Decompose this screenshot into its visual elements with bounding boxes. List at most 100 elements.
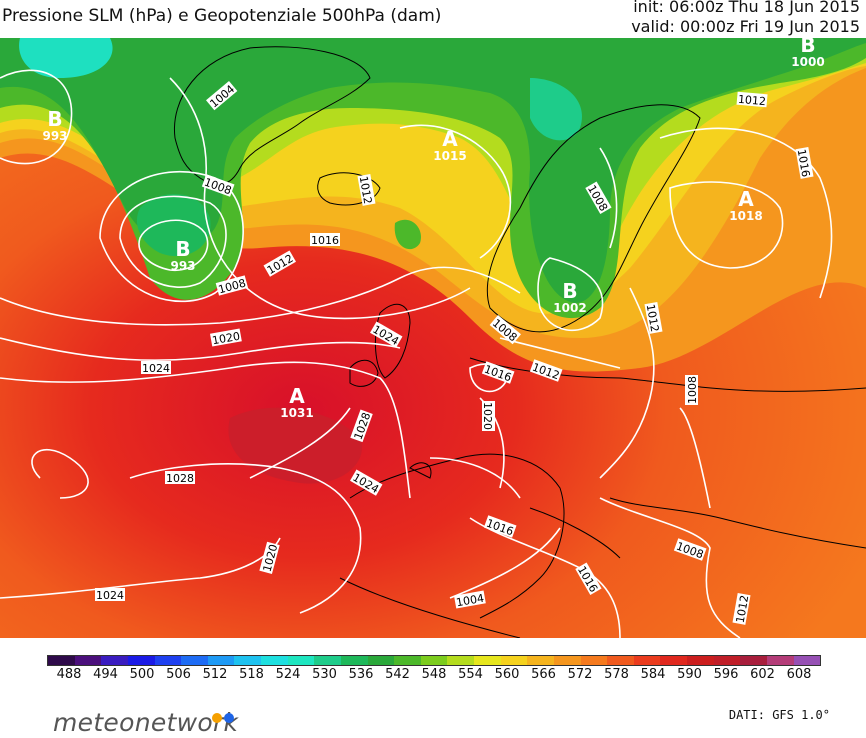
pressure-center-letter: B: [47, 107, 62, 131]
colorbar-tick-label: 494: [93, 667, 118, 682]
colorbar-tick-label: 548: [421, 667, 447, 682]
svg-text:1020: 1020: [481, 402, 494, 430]
colorbar-swatch: [367, 656, 395, 665]
colorbar-swatch: [261, 656, 288, 665]
isobar-label: 1020: [210, 328, 242, 348]
colorbar-swatch: [394, 656, 421, 665]
map-title: Pressione SLM (hPa) e Geopotenziale 500h…: [2, 6, 442, 26]
colorbar-swatch: [553, 656, 581, 665]
colorbar-swatch: [127, 656, 155, 665]
coastlines: [173, 46, 866, 638]
colorbar: [47, 655, 821, 666]
svg-text:1012: 1012: [734, 594, 752, 624]
colorbar-swatch: [687, 656, 714, 665]
colorbar-tick-label: 488: [56, 667, 82, 682]
colorbar-tick-label: 566: [531, 667, 556, 682]
colorbar-tick-label: 524: [275, 667, 301, 682]
colorbar-swatch: [154, 656, 182, 665]
valid-time: valid: 00:00z Fri 19 Jun 2015: [631, 17, 860, 36]
colorbar-tick-label: 572: [567, 667, 593, 682]
svg-text:1028: 1028: [166, 472, 194, 485]
svg-text:1016: 1016: [311, 234, 339, 247]
pressure-center-letter: B: [175, 237, 190, 261]
isobar-label: 1024: [141, 361, 171, 375]
colorbar-tick-label: 554: [458, 667, 483, 682]
colorbar-swatch: [580, 656, 608, 665]
colorbar-swatch: [527, 656, 554, 665]
colorbar-swatch: [740, 656, 767, 665]
brand-dots-icon: [212, 713, 234, 723]
svg-text:1012: 1012: [737, 93, 766, 108]
pressure-center-letter: B: [562, 279, 577, 303]
colorbar-swatch: [181, 656, 208, 665]
colorbar-swatch: [766, 656, 794, 665]
colorbar-tick-label: 518: [239, 667, 264, 682]
isobar-label: 1024: [95, 588, 125, 602]
svg-text:1012: 1012: [644, 303, 662, 333]
isobar-label: 1012: [732, 593, 752, 625]
svg-text:1016: 1016: [795, 148, 813, 178]
data-source: DATI: GFS 1.0°: [728, 708, 830, 722]
svg-text:1012: 1012: [357, 175, 375, 205]
svg-text:1024: 1024: [96, 589, 124, 602]
colorbar-tick-label: 512: [202, 667, 228, 682]
colorbar-swatch: [420, 656, 448, 665]
pressure-center-letter: A: [289, 384, 305, 408]
svg-text:1004: 1004: [455, 592, 485, 610]
pressure-center-value: 993: [42, 129, 67, 143]
colorbar-ticks: 488 494 500 506 512 518 524 530 536 542 548 554 560 5…: [47, 667, 819, 685]
pressure-center-value: 1015: [433, 149, 466, 163]
colorbar-swatch: [474, 656, 501, 665]
colorbar-swatch: [447, 656, 474, 665]
isobar-label: 1012: [736, 91, 768, 108]
pressure-center-value: 993: [170, 259, 195, 273]
pressure-center-value: 1002: [553, 301, 586, 315]
colorbar-tick-label: 500: [129, 667, 155, 682]
init-time: init: 06:00z Thu 18 Jun 2015: [633, 0, 860, 16]
colorbar-swatch: [101, 656, 128, 665]
svg-text:1020: 1020: [211, 330, 241, 348]
svg-text:1024: 1024: [142, 362, 170, 375]
colorbar-swatch: [633, 656, 661, 665]
run-times: init: 06:00z Thu 18 Jun 2015 valid: 00:0…: [631, 0, 860, 37]
colorbar-tick-label: 590: [677, 667, 702, 682]
colorbar-tick-label: 506: [166, 667, 191, 682]
svg-text:1008: 1008: [686, 376, 699, 404]
colorbar-tick-label: 530: [312, 667, 337, 682]
colorbar-swatch: [607, 656, 634, 665]
colorbar-swatch: [74, 656, 102, 665]
isobars: [0, 69, 833, 638]
colorbar-swatch: [234, 656, 261, 665]
geopotential-field: [0, 38, 866, 638]
colorbar-swatch: [713, 656, 741, 665]
colorbar-tick-label: 578: [604, 667, 629, 682]
colorbar-swatch: [287, 656, 315, 665]
isobar-label: 1016: [310, 233, 340, 247]
isobar-label: 1012: [644, 302, 663, 334]
colorbar-swatch: [500, 656, 528, 665]
colorbar-swatch: [660, 656, 687, 665]
pressure-center-letter: A: [738, 187, 754, 211]
pressure-center-value: 1018: [729, 209, 762, 223]
pressure-center-value: 1000: [791, 55, 824, 69]
isobar-label: 1016: [795, 147, 814, 179]
isobar-label: 1028: [165, 471, 195, 485]
isobar-label: 1020: [481, 401, 495, 431]
colorbar-tick-label: 542: [385, 667, 410, 682]
colorbar-swatch: [207, 656, 235, 665]
colorbar-tick-label: 602: [750, 667, 775, 682]
pressure-center-letter: A: [442, 127, 458, 151]
colorbar-tick-label: 596: [713, 667, 739, 682]
isobar-label: 1012: [357, 174, 376, 206]
colorbar-tick-label: 584: [640, 667, 666, 682]
isobar-label: 1008: [685, 375, 699, 405]
colorbar-swatch: [793, 656, 821, 665]
colorbar-swatch: [314, 656, 341, 665]
weather-map: 1004100810081012101610121020102410241028…: [0, 38, 866, 638]
isobar-label: 1004: [454, 590, 486, 610]
brand-logo: meteonetwork: [53, 708, 239, 737]
colorbar-tick-label: 608: [786, 667, 812, 682]
colorbar-swatch: [340, 656, 368, 665]
colorbar-swatch: [48, 656, 75, 665]
colorbar-tick-label: 560: [494, 667, 520, 682]
